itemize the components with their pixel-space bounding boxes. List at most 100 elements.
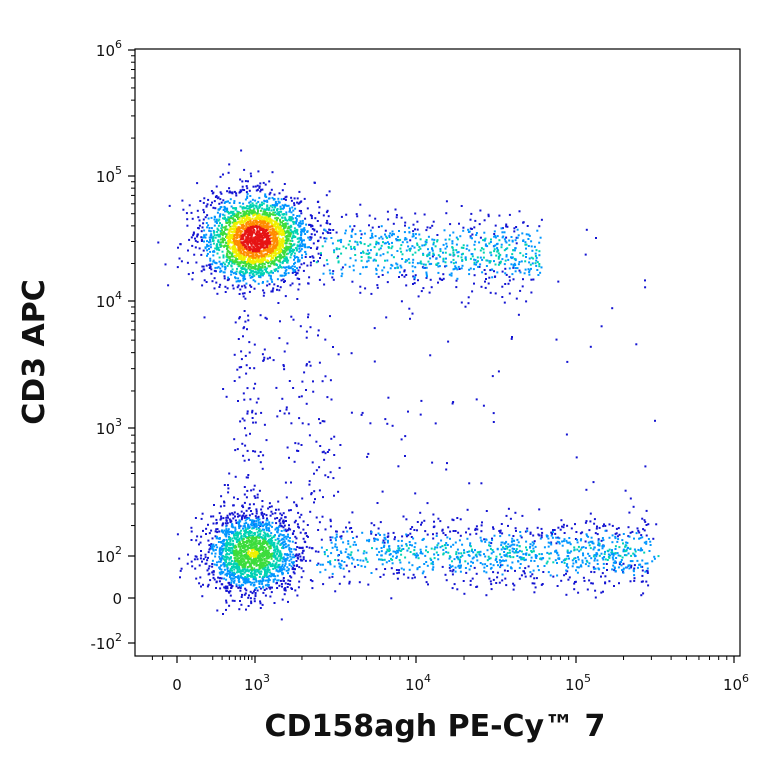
event-dot bbox=[397, 539, 400, 542]
event-dot bbox=[244, 534, 247, 537]
event-dot bbox=[267, 566, 270, 569]
event-dot bbox=[260, 188, 263, 191]
event-dot bbox=[532, 534, 535, 537]
event-dot bbox=[486, 549, 489, 552]
event-dot bbox=[195, 577, 198, 580]
event-dot bbox=[295, 256, 298, 259]
event-dot bbox=[248, 575, 251, 577]
event-dot bbox=[254, 515, 257, 518]
event-dot bbox=[225, 589, 228, 592]
event-dot bbox=[243, 565, 246, 568]
event-dot bbox=[510, 337, 513, 340]
event-dot bbox=[614, 537, 617, 540]
event-dot bbox=[245, 268, 248, 271]
event-dot bbox=[601, 537, 604, 539]
event-dot bbox=[589, 512, 592, 515]
event-dot bbox=[582, 552, 584, 555]
event-dot bbox=[200, 253, 203, 256]
event-dot bbox=[268, 538, 270, 541]
event-dot bbox=[205, 264, 208, 267]
event-dot bbox=[241, 560, 244, 563]
event-dot bbox=[240, 596, 243, 598]
event-dot bbox=[297, 586, 300, 589]
event-dot bbox=[200, 554, 203, 557]
event-dot bbox=[290, 247, 292, 250]
event-dot bbox=[539, 236, 542, 239]
event-dot bbox=[294, 256, 296, 259]
event-dot bbox=[276, 209, 279, 212]
event-dot bbox=[240, 549, 243, 552]
event-dot bbox=[242, 577, 245, 580]
event-dot bbox=[508, 534, 511, 537]
event-dot bbox=[249, 265, 252, 268]
event-dot bbox=[299, 237, 302, 240]
event-dot bbox=[587, 535, 590, 538]
event-dot bbox=[462, 580, 465, 582]
event-dot bbox=[568, 557, 570, 560]
event-dot bbox=[302, 243, 305, 246]
event-dot bbox=[501, 227, 504, 230]
event-dot bbox=[384, 552, 387, 555]
event-dot bbox=[244, 578, 247, 581]
event-dot bbox=[282, 259, 285, 262]
event-dot bbox=[402, 548, 405, 550]
event-dot bbox=[367, 452, 370, 455]
event-dot bbox=[243, 524, 246, 527]
event-dot bbox=[432, 526, 435, 529]
event-dot bbox=[501, 270, 504, 273]
event-dot bbox=[350, 236, 353, 238]
event-dot bbox=[211, 571, 214, 574]
event-dot bbox=[283, 568, 286, 571]
event-dot bbox=[415, 554, 418, 557]
event-dot bbox=[460, 301, 463, 304]
event-dot bbox=[238, 586, 241, 589]
event-dot bbox=[584, 563, 587, 566]
event-dot bbox=[237, 277, 240, 280]
event-dot bbox=[253, 522, 256, 525]
event-dot bbox=[254, 450, 257, 453]
event-dot bbox=[272, 262, 275, 265]
event-dot bbox=[354, 233, 357, 236]
event-dot bbox=[241, 188, 244, 191]
event-dot bbox=[292, 230, 295, 233]
event-dot bbox=[232, 219, 235, 222]
event-dot bbox=[644, 570, 647, 573]
event-dot bbox=[229, 198, 232, 201]
event-dot bbox=[384, 233, 386, 236]
event-dot bbox=[298, 247, 301, 250]
event-dot bbox=[209, 230, 212, 233]
event-dot bbox=[431, 461, 434, 464]
event-dot bbox=[200, 240, 203, 242]
event-dot bbox=[568, 576, 571, 579]
event-dot bbox=[282, 364, 285, 366]
event-dot bbox=[505, 254, 508, 257]
event-dot bbox=[399, 550, 402, 552]
event-dot bbox=[332, 477, 335, 480]
event-dot bbox=[377, 264, 380, 267]
event-dot bbox=[279, 409, 282, 412]
event-dot bbox=[228, 191, 231, 194]
event-dot bbox=[630, 564, 633, 567]
event-dot bbox=[228, 576, 231, 579]
event-dot bbox=[242, 392, 245, 395]
event-dot bbox=[214, 266, 217, 269]
event-dot bbox=[292, 387, 295, 389]
event-dot bbox=[218, 566, 221, 569]
event-dot bbox=[387, 532, 390, 535]
event-dot bbox=[598, 544, 601, 547]
event-dot bbox=[202, 529, 204, 532]
event-dot bbox=[500, 556, 503, 559]
event-dot bbox=[500, 227, 503, 230]
event-dot bbox=[326, 231, 329, 234]
event-dot bbox=[499, 531, 502, 534]
event-dot bbox=[447, 340, 450, 343]
event-dot bbox=[484, 563, 487, 566]
event-dot bbox=[386, 251, 389, 254]
event-dot bbox=[495, 558, 498, 560]
event-dot bbox=[378, 558, 380, 561]
event-dot bbox=[513, 227, 516, 230]
event-dot bbox=[226, 585, 229, 588]
event-dot bbox=[266, 200, 269, 203]
event-dot bbox=[204, 556, 207, 559]
event-dot bbox=[455, 249, 458, 252]
